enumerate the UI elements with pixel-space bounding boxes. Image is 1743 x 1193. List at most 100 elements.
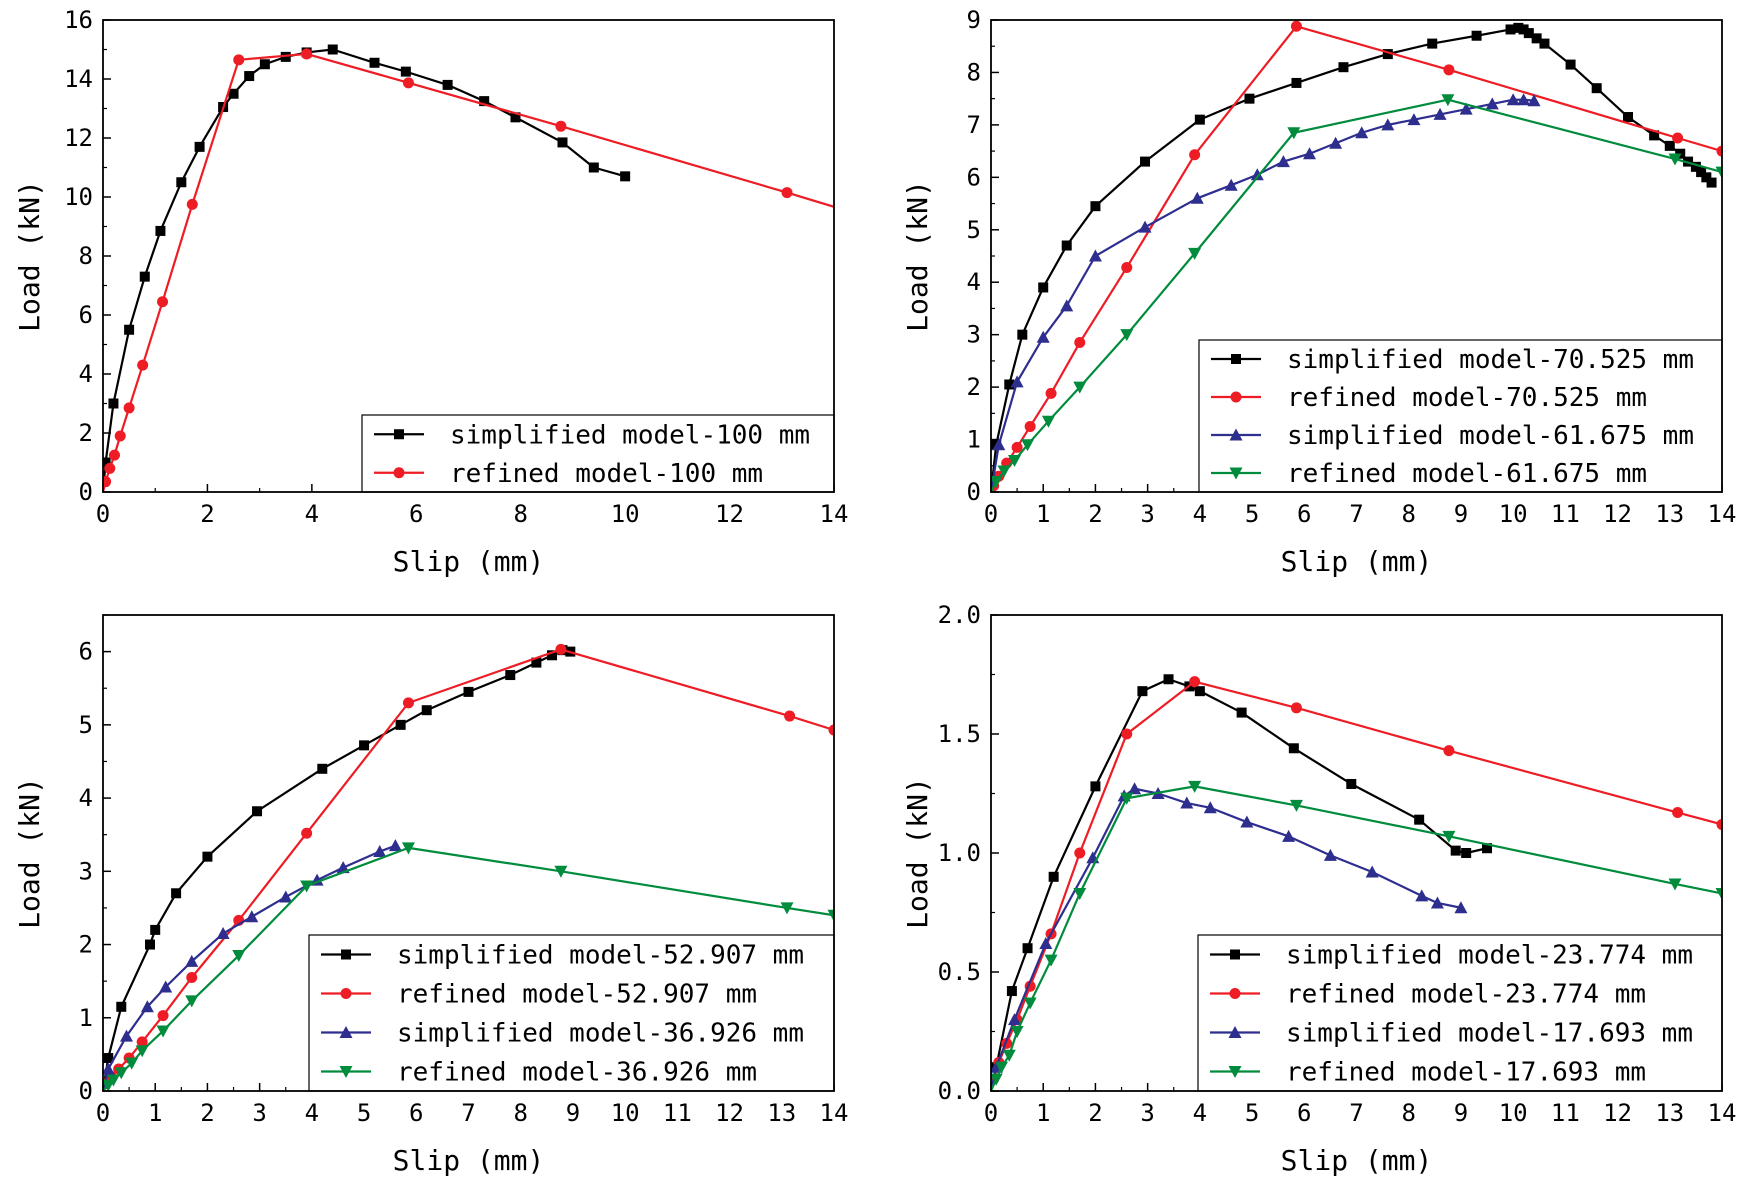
data-point [228, 88, 239, 99]
data-point [1381, 118, 1395, 131]
data-point [1355, 126, 1369, 139]
data-point [780, 902, 794, 915]
data-point [1442, 830, 1456, 843]
data-point [1668, 878, 1682, 891]
data-point [1190, 191, 1204, 204]
y-tick-label: 8 [79, 242, 93, 270]
data-point [1024, 420, 1036, 432]
x-tick-label: 6 [409, 500, 423, 528]
legend-label: refined model-23.774 mm [1286, 980, 1646, 1010]
data-point [1523, 28, 1534, 39]
data-point [150, 924, 161, 935]
data-point [1513, 22, 1524, 33]
x-tick-label: 0 [984, 500, 998, 528]
data-point [479, 96, 490, 107]
data-point [1338, 62, 1349, 73]
data-point [1203, 801, 1217, 814]
data-point [125, 1057, 139, 1070]
data-point [359, 740, 370, 751]
x-tick-label: 12 [715, 1099, 744, 1127]
x-axis-title: Slip (mm) [1281, 545, 1433, 578]
legend-label: refined model-100 mm [450, 459, 763, 489]
series-group [103, 44, 834, 492]
data-point [1282, 829, 1296, 842]
data-point [1527, 94, 1541, 107]
data-point [1690, 161, 1701, 172]
data-point [1090, 201, 1101, 212]
data-point [1701, 172, 1712, 183]
x-tick-label: 0 [96, 1099, 110, 1127]
x-tick-label: 5 [1245, 500, 1259, 528]
x-tick-label: 9 [566, 1099, 580, 1127]
legend-label: refined model-17.693 mm [1286, 1058, 1646, 1088]
data-point [1323, 848, 1337, 861]
data-point [373, 845, 387, 858]
data-point [1038, 282, 1049, 293]
data-point [1021, 439, 1035, 452]
data-point [1244, 93, 1255, 104]
data-point [1346, 778, 1357, 789]
y-tick-label: 14 [64, 65, 93, 93]
data-point [1041, 415, 1055, 428]
data-point [1010, 1026, 1024, 1038]
data-point [1443, 64, 1455, 76]
data-point [1060, 299, 1074, 312]
series-line [991, 98, 1535, 492]
legend-label: refined model-52.907 mm [397, 980, 757, 1010]
data-point [301, 48, 313, 60]
data-point [1140, 156, 1151, 167]
data-point [1224, 178, 1238, 191]
x-tick-label: 7 [461, 1099, 475, 1127]
legend-marker [1228, 1026, 1242, 1038]
data-point [1672, 807, 1684, 819]
data-point [157, 296, 169, 308]
data-point [1649, 130, 1660, 141]
data-point [1506, 93, 1520, 106]
data-point [108, 449, 120, 461]
data-point [388, 839, 402, 852]
plot-frame [102, 19, 835, 493]
y-tick-label: 4 [79, 360, 93, 388]
data-point [1505, 24, 1516, 35]
data-point [784, 710, 796, 722]
data-point [421, 705, 432, 716]
data-point [1007, 1013, 1021, 1026]
data-point [1623, 112, 1634, 123]
data-point [1450, 845, 1461, 856]
x-tick-label: 13 [1655, 500, 1684, 528]
data-point [531, 657, 542, 668]
legend-label: refined model-61.675 mm [1287, 459, 1647, 489]
data-point [1240, 815, 1254, 828]
x-tick-label: 8 [513, 500, 527, 528]
series-group [991, 20, 1722, 492]
data-point [280, 51, 291, 62]
data-point [1276, 155, 1290, 168]
x-tick-label: 12 [715, 500, 744, 528]
data-point [1188, 247, 1202, 260]
x-tick-label: 1 [1036, 500, 1050, 528]
legend-label: refined model-36.926 mm [397, 1058, 757, 1088]
data-point [103, 476, 112, 488]
data-point [279, 890, 293, 903]
data-point [1539, 38, 1550, 49]
x-tick-label: 5 [1245, 1099, 1259, 1127]
data-point [1696, 167, 1707, 178]
x-tick-label: 10 [611, 500, 640, 528]
data-point [176, 177, 187, 188]
y-tick-label: 2 [79, 931, 93, 959]
data-point [1128, 782, 1142, 795]
data-point [137, 359, 149, 371]
data-point [1189, 149, 1201, 161]
x-tick-label: 10 [1499, 1099, 1528, 1127]
x-tick-label: 7 [1349, 500, 1363, 528]
legend-label: simplified model-70.525 mm [1287, 345, 1694, 375]
x-axis-title: Slip (mm) [1281, 1144, 1433, 1177]
x-tick-label: 4 [305, 1099, 319, 1127]
legend-label: simplified model-52.907 mm [397, 941, 804, 971]
data-point [992, 438, 1006, 451]
data-point [1163, 674, 1174, 685]
data-point [1073, 381, 1087, 394]
data-point [1290, 702, 1302, 714]
x-tick-label: 4 [305, 500, 319, 528]
